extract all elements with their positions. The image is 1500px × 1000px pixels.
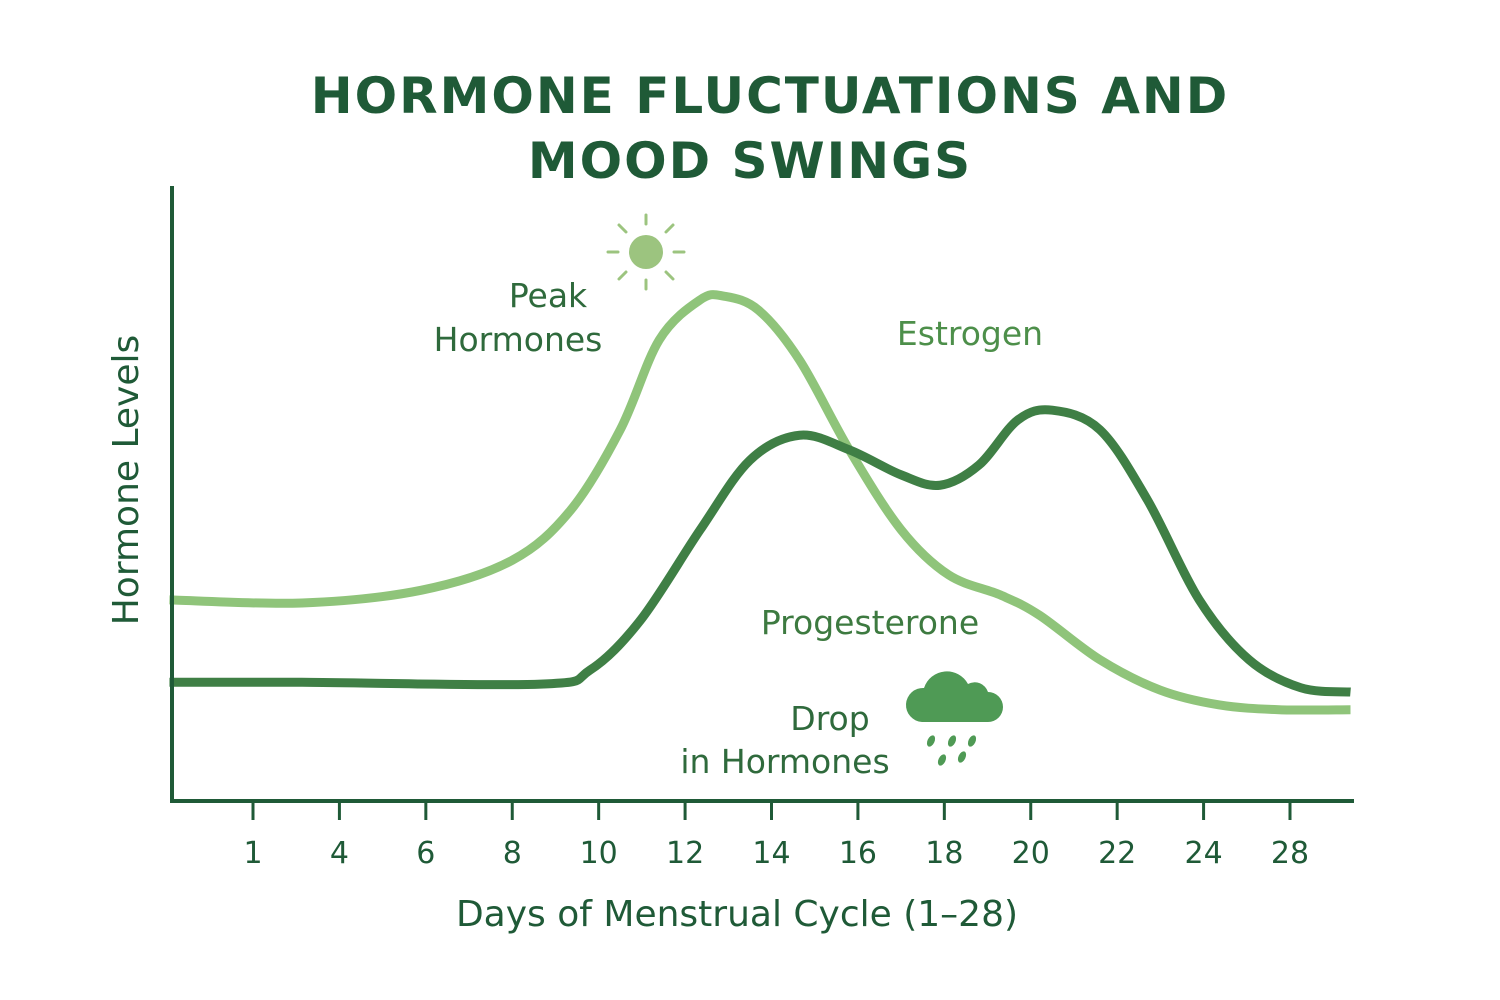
x-tick-label: 10 <box>580 836 618 871</box>
x-tick-label: 22 <box>1098 836 1136 871</box>
x-tick-label: 20 <box>1012 836 1050 871</box>
progesterone-label: Progesterone <box>761 603 979 642</box>
estrogen-label: Estrogen <box>897 314 1043 353</box>
x-tick-label: 12 <box>666 836 704 871</box>
series-lines <box>169 290 1351 715</box>
x-tick-label: 18 <box>925 836 963 871</box>
x-tick-label: 6 <box>416 836 435 871</box>
sun-icon <box>606 213 686 291</box>
peak-label-line-1: Peak <box>509 276 588 315</box>
y-axis-label: Hormone Levels <box>106 335 147 626</box>
estrogen-line <box>169 290 1351 715</box>
chart-title-line-1: HORMONE FLUCTUATIONS AND <box>311 67 1230 125</box>
progesterone-line <box>169 405 1351 697</box>
x-tick-label: 1 <box>243 836 262 871</box>
x-tick-label: 28 <box>1271 836 1309 871</box>
x-tick-label: 14 <box>752 836 790 871</box>
chart-title-line-2: MOOD SWINGS <box>528 132 972 190</box>
x-tick-label: 4 <box>330 836 349 871</box>
x-tick-label: 24 <box>1184 836 1222 871</box>
x-ticks: 1 4 6 8 10 12 14 16 18 20 22 24 28 <box>243 801 1309 871</box>
drop-label-line-2: in Hormones <box>680 742 889 781</box>
peak-label-line-2: Hormones <box>434 320 603 359</box>
drop-label-line-1: Drop <box>790 699 869 738</box>
x-axis-label: Days of Menstrual Cycle (1–28) <box>456 894 1018 935</box>
x-tick-label: 8 <box>503 836 522 871</box>
x-tick-label: 16 <box>839 836 877 871</box>
rain-cloud-icon <box>905 671 1003 766</box>
